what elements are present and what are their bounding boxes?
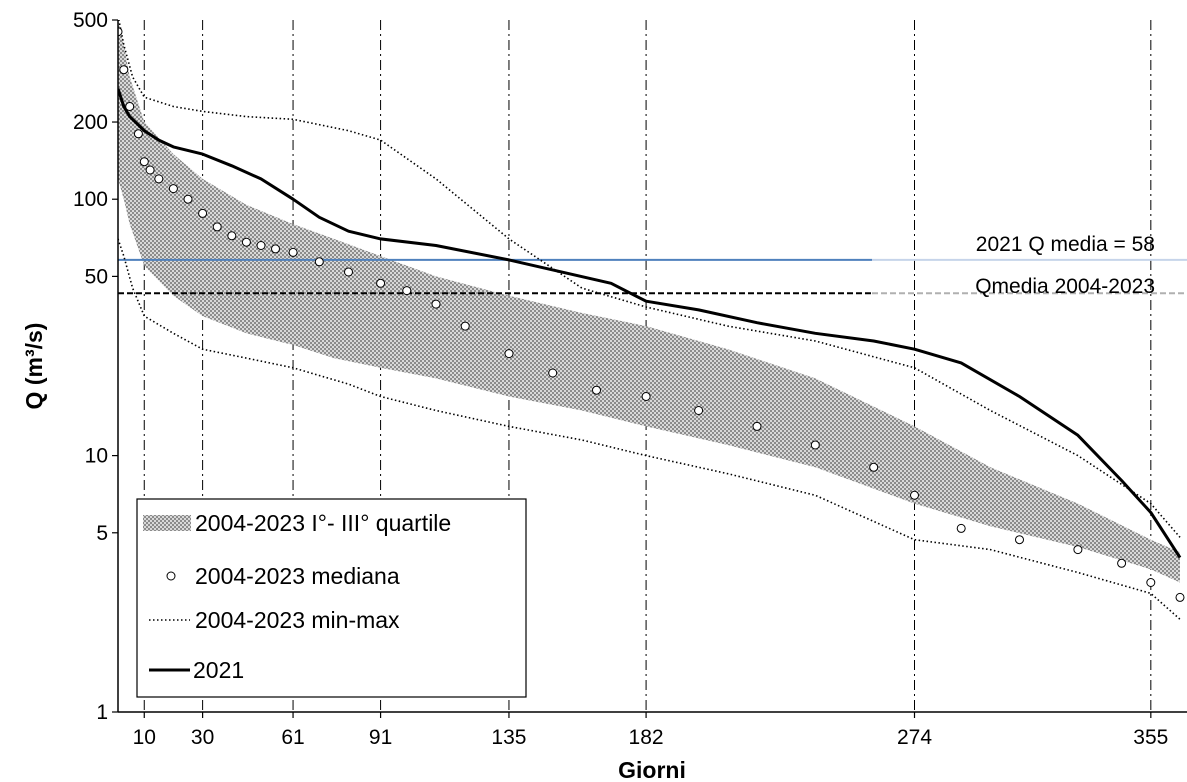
x-tick-label: 91 [369,726,392,749]
x-tick-label: 135 [491,726,526,749]
x-tick-label: 274 [897,726,932,749]
y-tick-label: 5 [96,522,108,545]
median-marker [288,247,298,257]
y-tick-label: 1 [96,701,108,724]
median-marker [119,65,129,75]
x-tick-label: 10 [133,726,156,749]
y-tick-label: 200 [73,111,108,134]
median-marker [154,174,164,184]
median-marker [256,241,266,250]
median-marker [125,102,135,111]
median-marker [168,184,178,194]
median-marker [139,157,149,167]
median-marker [910,490,919,500]
legend-label-2021: 2021 [193,657,244,683]
median-marker [314,257,324,267]
y-tick-label: 500 [73,9,108,32]
y-tick-label: 100 [73,188,108,211]
x-axis-title: Giorni [618,757,686,782]
x-tick-label: 182 [629,726,664,749]
mean-2004-2023-label: Qmedia 2004-2023 [975,275,1155,298]
median-marker [376,278,386,288]
median-marker [460,321,470,331]
median-marker [810,440,820,450]
median-marker [752,421,762,431]
legend-label-quartile: 2004-2023 I°- III° quartile [195,510,451,536]
median-marker [548,368,558,378]
median-marker [241,237,251,247]
legend-label-min-max: 2004-2023 min-max [195,607,400,633]
median-marker [592,385,601,395]
mean-lines-layer [118,258,1187,295]
y-tick-label: 50 [85,265,108,288]
mean-2021-label: 2021 Q media = 58 [976,233,1155,256]
median-marker [1073,545,1083,555]
min-max-upper-line [118,20,1181,538]
axes [117,20,1187,713]
median-marker [504,349,514,359]
median-marker [1146,578,1156,587]
median-marker [431,299,441,309]
legend: 2004-2023 I°- III° quartile 2004-2023 me… [136,498,527,698]
median-markers-layer [118,27,1185,602]
x-tick-label: 30 [191,726,214,749]
median-marker [1015,535,1024,545]
legend-swatch-quartile [143,515,191,531]
median-marker [227,231,237,241]
series-2021-line [118,88,1182,559]
x-tick-label: 355 [1133,726,1168,749]
median-marker [1175,592,1185,602]
legend-swatch-median [166,571,176,581]
median-marker [344,267,353,277]
y-axis-title: Q (m³/s) [21,323,47,410]
series-2021-layer [118,88,1182,559]
median-marker [1117,558,1127,568]
median-marker [133,129,143,139]
legend-box [136,498,527,698]
median-marker [118,27,123,37]
y-tick-label: 10 [85,445,108,468]
median-marker [145,165,155,175]
quartile-band [118,20,1180,583]
median-marker [694,406,704,415]
median-marker [183,194,193,204]
median-marker [402,286,412,296]
median-marker [212,222,222,232]
quartile-band-layer [118,20,1180,583]
y-ticks: 1 5 10 50 100 200 500 [73,9,118,724]
median-marker [271,244,280,254]
median-marker [869,462,879,472]
median-marker [641,392,651,401]
min-max-layer [118,20,1181,620]
min-max-lower-line [118,238,1181,620]
median-marker [956,523,966,533]
x-ticks: 10 30 61 91 135 182 274 355 [133,712,1168,749]
x-tick-label: 61 [281,726,304,749]
median-marker [198,208,208,218]
legend-label-median: 2004-2023 mediana [195,563,400,589]
